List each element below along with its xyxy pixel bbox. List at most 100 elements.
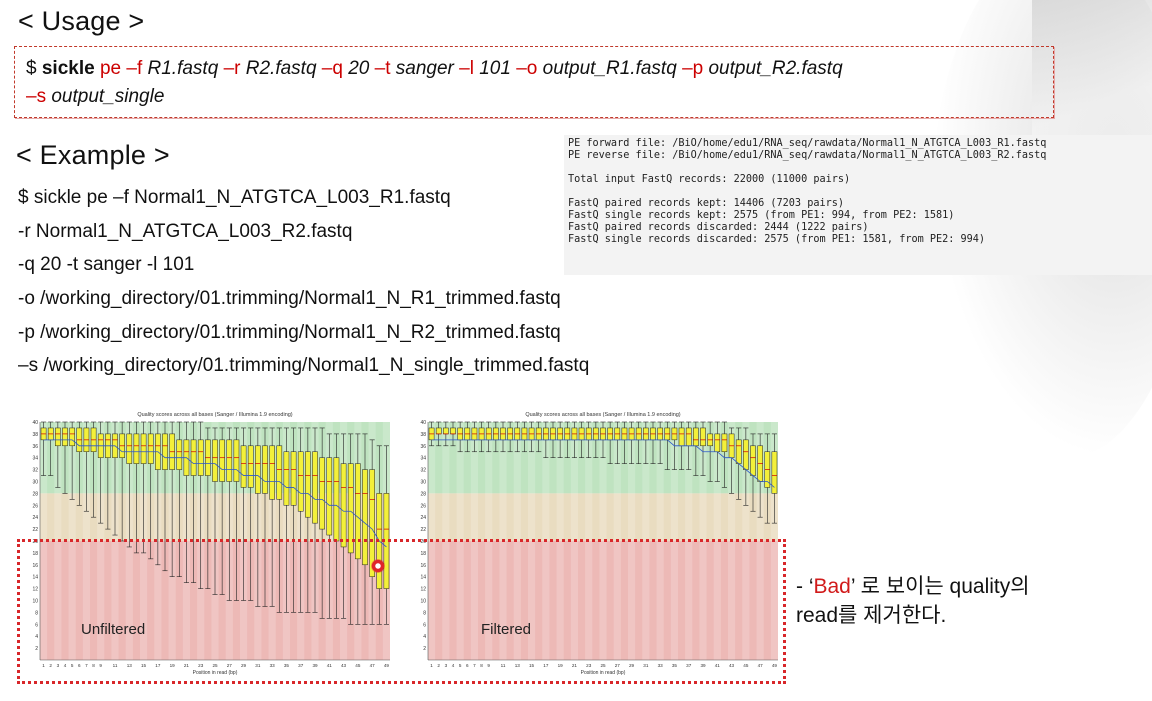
quality-box bbox=[212, 439, 218, 482]
y-tick-label: 14 bbox=[32, 575, 38, 581]
y-tick-label: 30 bbox=[32, 480, 38, 486]
quality-box bbox=[69, 427, 75, 447]
x-tick-label: 31 bbox=[643, 663, 649, 668]
y-tick-label: 16 bbox=[420, 563, 426, 569]
quality-box bbox=[362, 469, 368, 566]
quality-box bbox=[133, 433, 140, 464]
example-line: -p /working_directory/01.trimming/Normal… bbox=[18, 321, 561, 343]
x-tick-label: 45 bbox=[355, 663, 361, 668]
usage-heading: < Usage > bbox=[18, 6, 145, 36]
x-tick-label: 35 bbox=[284, 663, 290, 668]
quality-box bbox=[219, 439, 225, 482]
quality-box bbox=[290, 451, 297, 506]
x-tick-label: 47 bbox=[758, 663, 764, 668]
x-tick-label: 43 bbox=[341, 663, 347, 668]
y-tick-label: 32 bbox=[32, 468, 38, 474]
console-line bbox=[568, 186, 1152, 198]
example-heading: < Example > bbox=[16, 140, 170, 170]
command-token: –s bbox=[26, 86, 52, 107]
y-tick-label: 18 bbox=[32, 551, 38, 557]
x-tick-label: 6 bbox=[78, 663, 81, 668]
quality-box bbox=[255, 445, 261, 494]
x-tick-label: 37 bbox=[298, 663, 304, 668]
x-tick-label: 49 bbox=[384, 663, 390, 668]
x-tick-label: 23 bbox=[198, 663, 204, 668]
y-tick-label: 28 bbox=[420, 491, 426, 497]
x-tick-label: 5 bbox=[459, 663, 462, 668]
x-tick-label: 31 bbox=[255, 663, 261, 668]
plot-title: Quality scores across all bases (Sanger … bbox=[137, 412, 292, 418]
y-tick-label: 2 bbox=[35, 646, 38, 652]
y-tick-label: 16 bbox=[32, 563, 38, 569]
command-token: –l bbox=[459, 58, 480, 79]
note-line-2: read를 제거한다. bbox=[796, 604, 947, 627]
x-tick-label: 15 bbox=[529, 663, 535, 668]
y-tick-label: 10 bbox=[32, 599, 38, 605]
quality-box bbox=[147, 433, 154, 464]
quality-box bbox=[247, 445, 254, 488]
x-tick-label: 5 bbox=[71, 663, 74, 668]
x-tick-label: 4 bbox=[64, 663, 67, 668]
example-line: -o /working_directory/01.trimming/Normal… bbox=[18, 288, 561, 310]
console-output: PE forward file: /BiO/home/edu1/RNA_seq/… bbox=[564, 135, 1152, 275]
x-tick-label: 4 bbox=[452, 663, 455, 668]
command-token: –q bbox=[321, 58, 349, 79]
quality-box bbox=[443, 427, 449, 435]
x-tick-label: 11 bbox=[501, 663, 506, 668]
x-tick-label: 43 bbox=[729, 663, 735, 668]
quality-box bbox=[735, 439, 742, 464]
quality-box bbox=[678, 427, 685, 447]
unfiltered-label: Unfiltered bbox=[81, 621, 146, 638]
quality-box bbox=[240, 445, 247, 488]
x-tick-label: 33 bbox=[658, 663, 664, 668]
usage-command-line-2: –s output_single bbox=[26, 83, 1053, 111]
x-tick-label: 33 bbox=[270, 663, 276, 668]
x-tick-label: 39 bbox=[700, 663, 706, 668]
y-tick-label: 6 bbox=[35, 622, 38, 628]
command-token: sanger bbox=[395, 58, 460, 79]
console-line: FastQ paired records kept: 14406 (7203 p… bbox=[568, 198, 845, 209]
quality-box bbox=[305, 451, 311, 518]
x-tick-label: 8 bbox=[92, 663, 95, 668]
y-tick-label: 2 bbox=[423, 646, 426, 652]
y-tick-label: 6 bbox=[423, 622, 426, 628]
quality-box bbox=[435, 427, 442, 435]
x-tick-label: 19 bbox=[558, 663, 564, 668]
x-tick-label: 25 bbox=[212, 663, 218, 668]
console-line: FastQ paired records discarded: 2444 (12… bbox=[568, 222, 869, 233]
command-token: 101 bbox=[479, 58, 517, 79]
command-token: $ bbox=[26, 58, 42, 79]
x-tick-label: 2 bbox=[437, 663, 440, 668]
quality-box bbox=[685, 427, 692, 447]
explanation-note: - ‘Bad’ 로 보이는 quality의 read를 제거한다. bbox=[796, 572, 1030, 630]
mean-line bbox=[43, 439, 387, 548]
y-tick-label: 4 bbox=[35, 634, 38, 640]
quality-zone bbox=[428, 493, 778, 541]
quality-box bbox=[276, 445, 283, 500]
y-tick-label: 22 bbox=[32, 527, 38, 533]
x-tick-label: 29 bbox=[241, 663, 247, 668]
console-line: PE reverse file: /BiO/home/edu1/RNA_seq/… bbox=[568, 150, 1047, 161]
y-tick-label: 8 bbox=[35, 610, 38, 616]
y-tick-label: 28 bbox=[32, 491, 38, 497]
background-corner-decoration bbox=[1032, 0, 1152, 140]
x-tick-label: 11 bbox=[113, 663, 118, 668]
command-token: –f bbox=[126, 58, 148, 79]
quality-box bbox=[693, 427, 699, 447]
quality-box bbox=[126, 433, 133, 464]
plot-title: Quality scores across all bases (Sanger … bbox=[525, 412, 680, 418]
x-tick-label: 9 bbox=[99, 663, 102, 668]
y-tick-label: 24 bbox=[420, 515, 426, 521]
quality-box bbox=[450, 427, 456, 435]
quality-box bbox=[340, 463, 347, 548]
console-line: Total input FastQ records: 22000 (11000 … bbox=[568, 174, 851, 185]
usage-command-line-1: $ sickle pe –f R1.fastq –r R2.fastq –q 2… bbox=[26, 55, 1053, 83]
quality-box bbox=[369, 469, 375, 577]
x-tick-label: 27 bbox=[615, 663, 621, 668]
example-line: –s /working_directory/01.trimming/Normal… bbox=[18, 355, 590, 377]
usage-command-box: $ sickle pe –f R1.fastq –r R2.fastq –q 2… bbox=[14, 46, 1054, 118]
quality-box bbox=[55, 427, 61, 447]
x-tick-label: 21 bbox=[572, 663, 578, 668]
x-tick-label: 7 bbox=[85, 663, 88, 668]
y-tick-label: 24 bbox=[32, 515, 38, 521]
